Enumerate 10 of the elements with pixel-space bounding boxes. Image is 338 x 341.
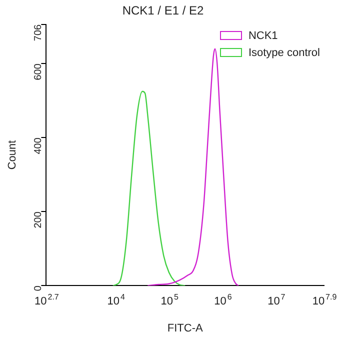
y-tick-label: 0 [32, 285, 44, 292]
y-tick-label: 400 [32, 137, 44, 154]
legend-label: NCK1 [248, 30, 278, 42]
x-axis-title: FITC-A [167, 322, 204, 334]
legend-label: Isotype control [248, 46, 320, 59]
y-tick-label: 600 [32, 63, 44, 80]
chart-title: NCK1 / E1 / E2 [122, 4, 204, 18]
y-tick-label: 706 [32, 24, 44, 42]
y-axis-title: Count [6, 140, 19, 170]
y-tick-label: 200 [32, 211, 44, 228]
